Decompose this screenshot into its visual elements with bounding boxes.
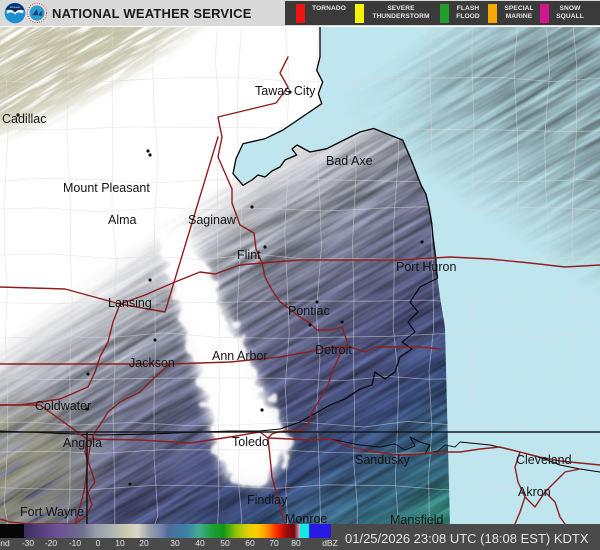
svg-text:Lansing: Lansing [108, 296, 152, 310]
svg-text:Angola: Angola [63, 436, 102, 450]
svg-text:Tawas City: Tawas City [255, 84, 316, 98]
svg-text:Coldwater: Coldwater [35, 399, 91, 413]
svg-text:Jackson: Jackson [129, 356, 175, 370]
svg-text:Findlay: Findlay [247, 493, 288, 507]
svg-text:Mount Pleasant: Mount Pleasant [63, 181, 150, 195]
svg-text:Toledo: Toledo [232, 435, 269, 449]
svg-text:Cadillac: Cadillac [2, 112, 46, 126]
svg-text:Detroit: Detroit [315, 343, 352, 357]
svg-text:NATIONAL: NATIONAL [10, 6, 21, 9]
svg-text:Saginaw: Saginaw [188, 213, 237, 227]
svg-text:Ann Arbor: Ann Arbor [212, 349, 268, 363]
svg-text:Sandusky: Sandusky [355, 453, 411, 467]
svg-text:Alma: Alma [108, 213, 137, 227]
svg-text:Flint: Flint [237, 248, 261, 262]
svg-text:Pontiac: Pontiac [288, 304, 330, 318]
svg-text:Port Huron: Port Huron [396, 260, 456, 274]
svg-text:Monroe: Monroe [285, 512, 327, 524]
svg-text:Bad Axe: Bad Axe [326, 154, 373, 168]
svg-text:Fort Wayne: Fort Wayne [20, 505, 84, 519]
svg-text:Cleveland: Cleveland [516, 453, 572, 467]
svg-text:Mansfield: Mansfield [390, 513, 444, 524]
svg-text:Akron: Akron [518, 485, 551, 499]
